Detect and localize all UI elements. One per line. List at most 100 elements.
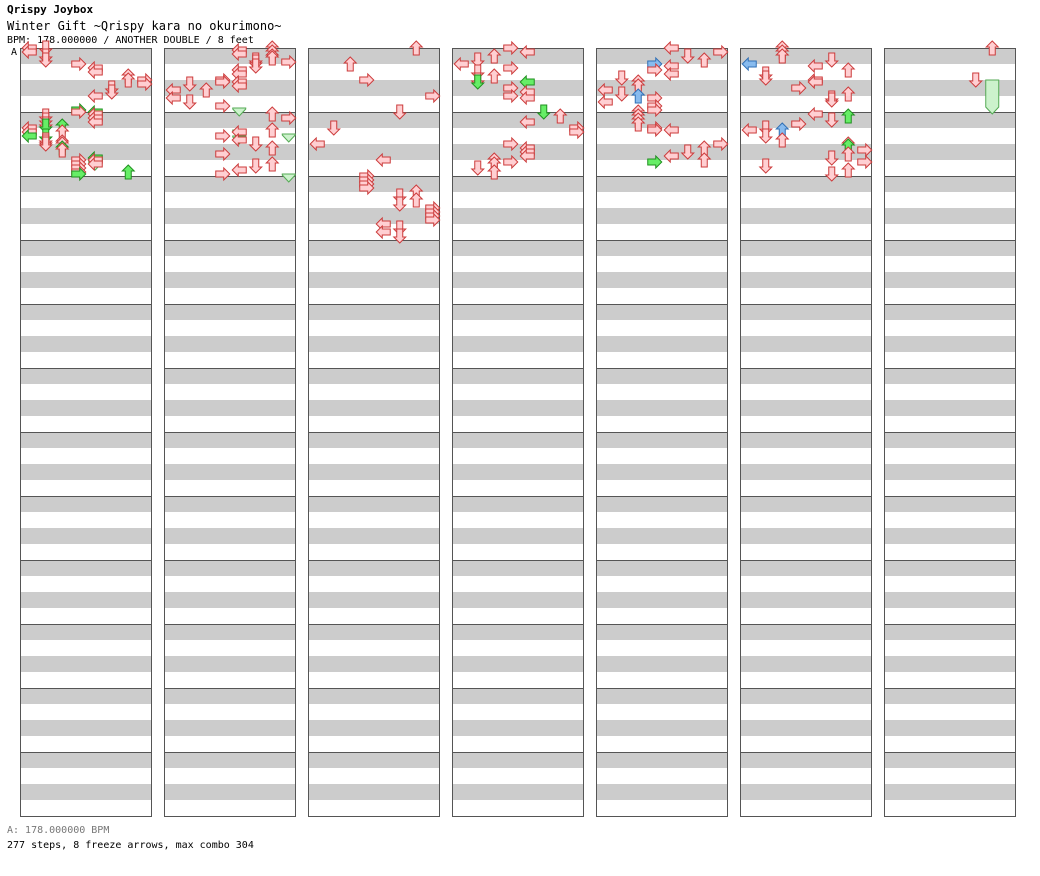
beat-stripe <box>452 48 584 64</box>
beat-stripe <box>740 432 872 448</box>
song-artist: Qrispy Joybox <box>7 3 94 16</box>
chart-column <box>20 48 152 817</box>
beat-stripe <box>164 112 296 128</box>
beat-stripe <box>164 528 296 544</box>
step-arrow-right <box>215 146 231 162</box>
step-arrow-left <box>87 156 103 172</box>
beat-stripe <box>164 432 296 448</box>
beat-stripe <box>20 560 152 576</box>
beat-stripe <box>164 368 296 384</box>
step-arrow-left <box>663 66 679 82</box>
step-arrow-right <box>215 128 231 144</box>
step-arrow-left <box>375 152 391 168</box>
step-arrow-left <box>87 114 103 130</box>
beat-stripe <box>452 304 584 320</box>
step-arrow-right <box>857 154 873 170</box>
step-arrow-left <box>87 64 103 80</box>
beat-stripe <box>884 48 1016 64</box>
beat-stripe <box>596 240 728 256</box>
step-arrow-right <box>791 116 807 132</box>
beat-stripe <box>452 656 584 672</box>
beat-stripe <box>164 656 296 672</box>
beat-stripe <box>884 400 1016 416</box>
step-arrow-down <box>38 136 53 152</box>
beat-stripe <box>308 336 440 352</box>
beat-stripe <box>884 624 1016 640</box>
beat-stripe <box>884 592 1016 608</box>
step-arrow-up <box>775 48 790 64</box>
step-arrow-up <box>697 52 712 68</box>
beat-stripe <box>452 528 584 544</box>
beat-stripe <box>20 144 152 160</box>
beat-stripe <box>596 112 728 128</box>
beat-stripe <box>20 720 152 736</box>
beat-stripe <box>740 208 872 224</box>
beat-stripe <box>596 528 728 544</box>
beat-stripe <box>308 304 440 320</box>
beat-stripe <box>884 272 1016 288</box>
step-arrow-right <box>503 40 519 56</box>
beat-stripe <box>596 592 728 608</box>
beat-stripe <box>596 720 728 736</box>
beat-stripe <box>596 208 728 224</box>
step-arrow-left <box>807 58 823 74</box>
step-arrow-down <box>248 136 263 152</box>
beat-stripe <box>740 400 872 416</box>
beat-stripe <box>20 400 152 416</box>
beat-stripe <box>884 688 1016 704</box>
step-arrow-left <box>663 40 679 56</box>
step-arrow-down <box>392 196 407 212</box>
beat-stripe <box>596 272 728 288</box>
beat-stripe <box>308 240 440 256</box>
beat-stripe <box>596 560 728 576</box>
step-arrow-left <box>21 44 37 60</box>
step-arrow-right <box>503 154 519 170</box>
beat-stripe <box>164 48 296 64</box>
step-arrow-up <box>487 164 502 180</box>
step-arrow-up <box>265 122 280 138</box>
step-arrow-right <box>137 76 153 92</box>
beat-stripe <box>884 144 1016 160</box>
beat-stripe <box>884 336 1016 352</box>
step-arrow-down <box>470 160 485 176</box>
beat-stripe <box>308 144 440 160</box>
beat-stripe <box>308 400 440 416</box>
step-arrow-right <box>713 136 729 152</box>
column-border <box>884 48 1016 817</box>
beat-stripe <box>884 304 1016 320</box>
beat-stripe <box>884 656 1016 672</box>
step-arrow-left <box>375 224 391 240</box>
beat-stripe <box>164 176 296 192</box>
beat-stripe <box>20 240 152 256</box>
beat-stripe <box>308 48 440 64</box>
step-arrow-left <box>231 132 247 148</box>
step-arrow-up <box>697 152 712 168</box>
beat-stripe <box>884 432 1016 448</box>
step-arrow-left <box>309 136 325 152</box>
step-arrow-right <box>71 104 87 120</box>
song-info: BPM: 178.000000 / ANOTHER DOUBLE / 8 fee… <box>7 35 254 46</box>
beat-stripe <box>164 400 296 416</box>
step-arrow-right <box>71 166 87 182</box>
song-title: Winter Gift ~Qrispy kara no okurimono~ <box>7 19 282 33</box>
beat-stripe <box>596 656 728 672</box>
beat-stripe <box>164 80 296 96</box>
beat-stripe <box>20 464 152 480</box>
beat-stripe <box>596 464 728 480</box>
step-arrow-up <box>409 40 424 56</box>
step-arrow-down <box>248 158 263 174</box>
beat-stripe <box>20 432 152 448</box>
freeze-arrow <box>281 173 296 183</box>
beat-stripe <box>452 272 584 288</box>
beat-stripe <box>884 112 1016 128</box>
step-arrow-left <box>165 90 181 106</box>
step-arrow-down <box>182 76 197 92</box>
step-arrow-up <box>841 108 856 124</box>
beat-stripe <box>740 496 872 512</box>
beat-stripe <box>740 48 872 64</box>
beat-stripe <box>740 304 872 320</box>
beat-stripe <box>740 592 872 608</box>
step-arrow-down <box>680 48 695 64</box>
beat-stripe <box>740 112 872 128</box>
column-border <box>164 48 296 817</box>
